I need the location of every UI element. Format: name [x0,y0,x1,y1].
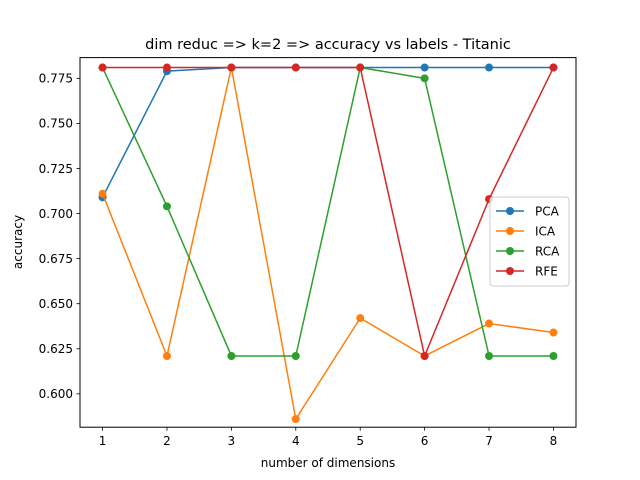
x-tick-label: 3 [228,434,236,448]
x-tick-label: 1 [99,434,107,448]
y-tick-label: 0.675 [39,252,73,266]
rca-point [162,202,171,211]
y-tick-label: 0.625 [39,342,73,356]
y-tick-label: 0.750 [39,117,73,131]
rca-point [291,351,300,360]
pca-point [420,63,429,72]
x-tick-label: 6 [421,434,429,448]
y-tick-label: 0.775 [39,72,73,86]
ica-point [291,415,300,424]
y-tick-label: 0.650 [39,297,73,311]
legend: PCA ICA RCA RFE [489,196,570,287]
rfe-point [549,63,558,72]
legend-pca-marker [506,207,514,215]
rca-point [485,351,494,360]
rfe-point [356,63,365,72]
rca-point [549,351,558,360]
x-tick-label: 4 [292,434,300,448]
legend-rca-label: RCA [535,244,560,258]
rfe-line [102,66,555,357]
y-tick-label: 0.700 [39,207,73,221]
ica-point [162,351,171,360]
x-tick-label: 2 [163,434,171,448]
rfe-point [227,63,236,72]
y-axis-ticks: 0.600 0.625 0.650 0.675 0.700 0.725 0.750 0.775 [39,72,80,401]
y-tick-label: 0.600 [39,387,73,401]
plot-area-frame [79,57,577,428]
legend-frame [489,196,570,287]
legend-rfe-marker [506,267,514,275]
x-axis-ticks: 1 2 3 4 5 6 7 8 [99,427,558,448]
y-tick-label: 0.725 [39,162,73,176]
legend-rca-marker [506,247,514,255]
rca-point [227,351,236,360]
x-tick-label: 7 [485,434,493,448]
rfe-point [291,63,300,72]
ica-point [549,328,558,337]
ica-point [98,189,107,198]
x-axis-label: number of dimensions [261,456,395,470]
legend-pca-label: PCA [535,204,560,218]
ica-line [101,66,554,420]
rfe-point [98,63,107,72]
rfe-point [420,351,429,360]
pca-point [485,63,494,72]
rfe-series [98,63,558,360]
x-tick-label: 5 [356,434,364,448]
x-tick-label: 8 [550,434,558,448]
series-layer [98,63,558,424]
legend-rfe-label: RFE [535,264,558,278]
chart-title: dim reduc => k=2 => accuracy vs labels -… [145,37,511,53]
y-axis-label: accuracy [11,215,25,269]
ica-point [356,314,365,323]
rca-line [101,66,554,357]
legend-ica-label: ICA [535,224,556,238]
rfe-point [162,63,171,72]
legend-ica-marker [506,227,514,235]
rca-point [420,74,429,83]
ica-point [485,319,494,328]
